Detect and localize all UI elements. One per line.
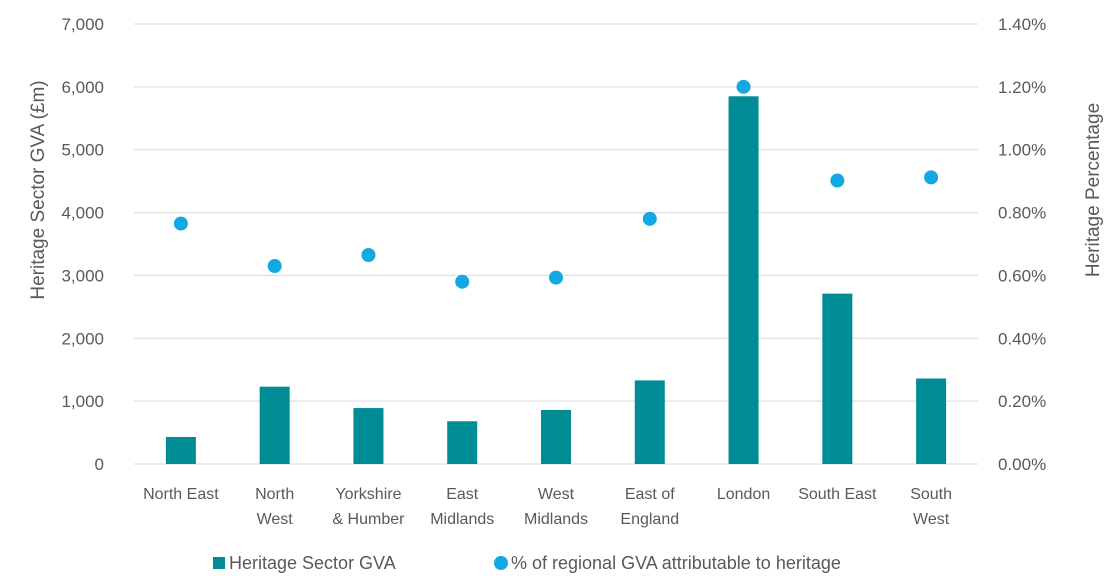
right-axis-title: Heritage Percentage	[1083, 103, 1104, 277]
right-tick-label: 0.60%	[998, 266, 1046, 285]
category-label: North West	[255, 486, 294, 528]
legend: Heritage Sector GVA % of regional GVA at…	[213, 553, 841, 573]
category-label: South East	[798, 486, 877, 503]
data-point	[361, 248, 376, 262]
legend-bar-swatch	[213, 557, 225, 569]
legend-bar-label: Heritage Sector GVA	[229, 553, 396, 573]
bar	[916, 378, 947, 464]
left-tick-label: 5,000	[61, 141, 104, 160]
bar	[165, 436, 196, 464]
bar-series	[165, 96, 947, 465]
data-point	[642, 211, 657, 226]
right-tick-label: 1.00%	[998, 141, 1046, 160]
category-label: London	[717, 486, 770, 503]
right-tick-label: 0.00%	[998, 455, 1046, 474]
point-series	[173, 79, 939, 289]
category-label: East of England	[620, 486, 679, 528]
data-point	[173, 216, 188, 231]
left-axis-ticks: 0 1,000 2,000 3,000 4,000 5,000 6,000 7,000	[61, 15, 104, 474]
data-point	[736, 79, 751, 94]
bar	[822, 293, 853, 464]
data-point	[830, 173, 845, 188]
data-point	[455, 274, 470, 289]
legend-point-swatch	[494, 556, 508, 570]
left-tick-label: 1,000	[61, 392, 104, 411]
left-tick-label: 7,000	[61, 15, 104, 34]
right-tick-label: 1.40%	[998, 15, 1046, 34]
legend-point-label: % of regional GVA attributable to herita…	[511, 553, 841, 573]
bar	[353, 408, 384, 464]
category-label: West Midlands	[524, 486, 588, 528]
bar	[541, 409, 571, 464]
data-point	[267, 259, 282, 273]
right-tick-label: 0.80%	[998, 204, 1046, 223]
data-point	[549, 270, 563, 285]
left-tick-label: 2,000	[61, 329, 104, 348]
category-label: East Midlands	[430, 486, 494, 528]
left-tick-label: 6,000	[61, 78, 104, 97]
category-labels: North East North West Yorkshire & Humber East…	[143, 486, 952, 528]
data-point	[924, 170, 939, 185]
bar	[634, 380, 665, 464]
category-label: South West	[910, 486, 952, 528]
left-tick-label: 0	[95, 455, 104, 474]
bar	[259, 386, 290, 464]
right-tick-label: 1.20%	[998, 78, 1046, 97]
bar	[728, 96, 759, 465]
right-axis-ticks: 0.00% 0.20% 0.40% 0.60% 0.80% 1.00% 1.20% 1.40%	[998, 15, 1046, 474]
right-tick-label: 0.40%	[998, 329, 1046, 348]
left-axis-title: Heritage Sector GVA (£m)	[28, 80, 49, 299]
left-tick-label: 3,000	[61, 266, 104, 285]
left-tick-label: 4,000	[61, 204, 104, 223]
right-tick-label: 0.20%	[998, 392, 1046, 411]
category-label: Yorkshire & Humber	[332, 486, 405, 528]
bar	[447, 421, 478, 464]
category-label: North East	[143, 486, 219, 503]
